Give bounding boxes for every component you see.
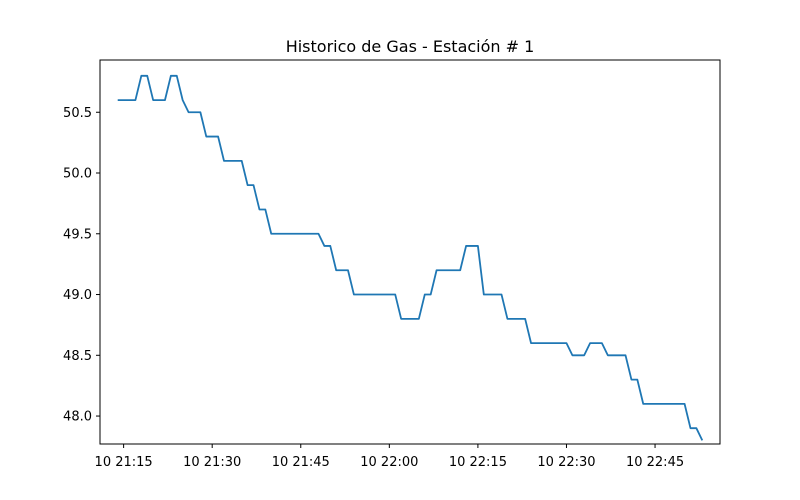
y-tick-label: 50.0: [63, 167, 92, 182]
series-layer: [117, 74, 704, 441]
y-tick-label: 48.0: [63, 410, 92, 425]
series-line: [117, 74, 704, 441]
x-tick-label: 10 22:15: [449, 455, 507, 470]
x-tick-label: 10 21:45: [272, 455, 330, 470]
y-tick-label: 49.0: [63, 288, 92, 303]
x-tick-label: 10 22:45: [626, 455, 684, 470]
y-tick-label: 49.5: [63, 227, 92, 242]
x-axis: 10 21:15 10 21:30 10 21:45 10 22:00 10 22:15…: [95, 444, 684, 470]
x-tick-label: 10 22:30: [537, 455, 595, 470]
x-tick-label: 10 21:15: [95, 455, 153, 470]
chart-title: Historico de Gas - Estación # 1: [286, 37, 535, 56]
x-tick-label: 10 21:30: [183, 455, 241, 470]
y-tick-label: 50.5: [63, 106, 92, 121]
y-tick-label: 48.5: [63, 349, 92, 364]
x-tick-label: 10 22:00: [360, 455, 418, 470]
y-axis: 48.0 48.5 49.0 49.5 50.0 50.5: [63, 106, 100, 425]
plot-area: [99, 59, 721, 445]
